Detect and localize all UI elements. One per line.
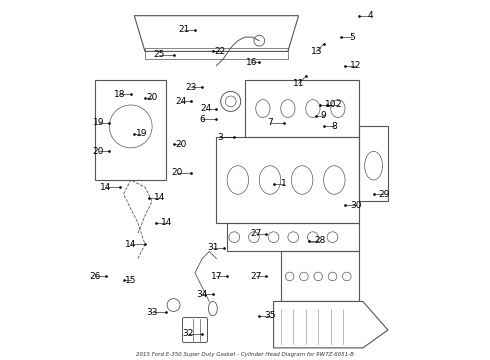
Text: 24: 24 [175, 97, 186, 106]
Text: 15: 15 [125, 275, 136, 284]
Text: 2: 2 [335, 100, 341, 109]
Text: 7: 7 [267, 118, 273, 127]
Text: 16: 16 [246, 58, 258, 67]
Text: 10: 10 [325, 100, 337, 109]
Text: 31: 31 [207, 243, 219, 252]
Text: 23: 23 [186, 83, 197, 92]
Text: 20: 20 [93, 147, 104, 156]
Text: 14: 14 [153, 193, 165, 202]
Text: 14: 14 [125, 240, 136, 249]
Text: 4: 4 [367, 11, 373, 20]
Text: 28: 28 [314, 236, 326, 245]
Text: 9: 9 [321, 111, 326, 120]
Text: 21: 21 [178, 26, 190, 35]
Text: 26: 26 [89, 272, 100, 281]
Text: 12: 12 [350, 61, 362, 70]
Text: 19: 19 [136, 129, 147, 138]
Text: 3: 3 [217, 132, 223, 141]
Text: 2015 Ford E-350 Super Duty Gasket - Cylinder Head Diagram for 9W7Z-6051-B: 2015 Ford E-350 Super Duty Gasket - Cyli… [136, 352, 354, 357]
Text: 14: 14 [100, 183, 111, 192]
Text: 29: 29 [379, 190, 390, 199]
Text: 17: 17 [211, 272, 222, 281]
Text: 25: 25 [153, 50, 165, 59]
Text: 32: 32 [182, 329, 194, 338]
Text: 19: 19 [93, 118, 104, 127]
Text: 27: 27 [250, 229, 261, 238]
Text: 14: 14 [161, 219, 172, 228]
Text: 33: 33 [147, 308, 158, 317]
Text: 24: 24 [200, 104, 211, 113]
Text: 13: 13 [311, 47, 322, 56]
Text: 11: 11 [293, 79, 304, 88]
Text: 6: 6 [199, 115, 205, 124]
Text: 20: 20 [175, 140, 186, 149]
Text: 35: 35 [264, 311, 276, 320]
Text: 30: 30 [350, 201, 362, 210]
Text: 20: 20 [172, 168, 183, 177]
Text: 27: 27 [250, 272, 261, 281]
Text: 22: 22 [214, 47, 225, 56]
Text: 1: 1 [281, 179, 287, 188]
Text: 20: 20 [147, 93, 158, 102]
Text: 5: 5 [349, 33, 355, 42]
Text: 34: 34 [196, 290, 208, 299]
Text: 18: 18 [114, 90, 126, 99]
Text: 8: 8 [331, 122, 337, 131]
